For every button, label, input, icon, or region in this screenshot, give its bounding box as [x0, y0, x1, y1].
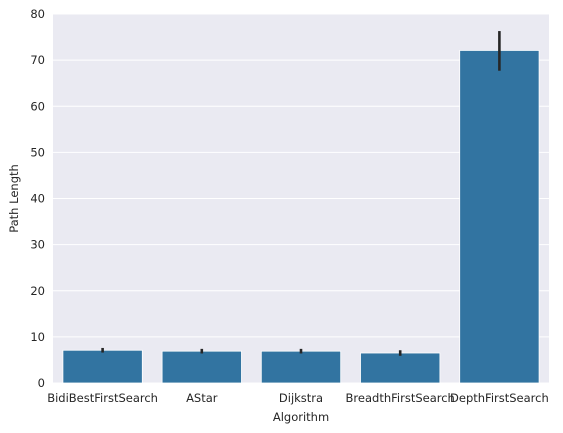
y-tick-label: 50 [30, 145, 45, 159]
x-axis-title: Algorithm [273, 410, 329, 424]
y-tick-label: 0 [38, 376, 45, 390]
y-tick-label: 60 [30, 99, 45, 113]
y-tick-label: 70 [30, 53, 45, 67]
x-tick-label: DepthFirstSearch [450, 391, 549, 405]
x-tick-label: BidiBestFirstSearch [47, 391, 158, 405]
x-tick-label: BreadthFirstSearch [346, 391, 455, 405]
error-bars [101, 31, 501, 356]
bar [459, 50, 540, 384]
x-tick-label: AStar [186, 391, 218, 405]
y-tick-label: 30 [30, 238, 45, 252]
y-tick-labels: 0 10 20 30 40 50 60 70 80 [30, 7, 45, 390]
y-tick-label: 20 [30, 284, 45, 298]
bars [62, 50, 540, 384]
x-tick-label: Dijkstra [279, 391, 323, 405]
y-axis-title: Path Length [7, 164, 21, 233]
y-tick-label: 40 [30, 192, 45, 206]
bar [62, 349, 143, 384]
bar [161, 350, 242, 384]
x-tick-labels: BidiBestFirstSearch AStar Dijkstra BreadthF… [47, 391, 549, 405]
y-tick-label: 10 [30, 330, 45, 344]
bar [260, 350, 342, 384]
bar [360, 352, 441, 384]
y-tick-label: 80 [30, 7, 45, 21]
